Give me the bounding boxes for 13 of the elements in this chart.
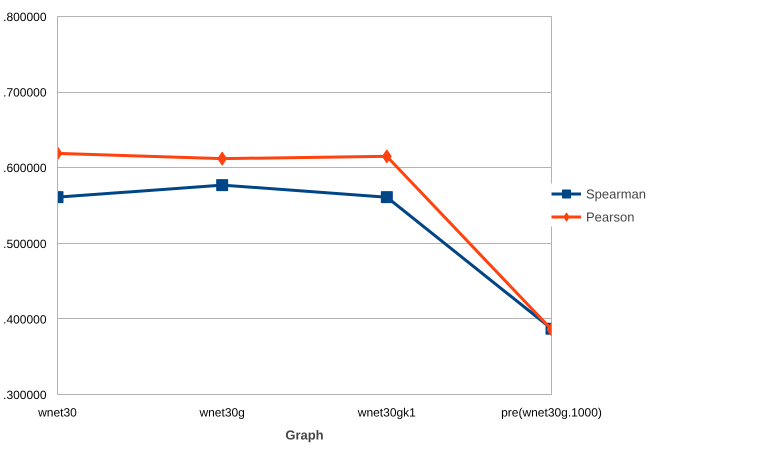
x-axis-title: Graph (285, 428, 324, 442)
y-tick-label: .700000 (3, 86, 47, 100)
y-tick-label: .500000 (3, 236, 47, 251)
y-tick-label: .400000 (3, 312, 47, 326)
x-tick-label: wnet30gk1 (356, 406, 416, 420)
legend-label: Spearman (586, 186, 646, 201)
y-tick-label: .300000 (3, 388, 47, 402)
x-tick-label: wnet30g (198, 406, 245, 420)
legend-label: Pearson (586, 209, 636, 224)
y-tick-label: .800000 (3, 10, 47, 24)
x-tick-label: pre(wnet30g.1000) (501, 406, 602, 420)
x-tick-label: wnet30 (37, 406, 78, 420)
y-tick-label: .600000 (3, 161, 47, 176)
